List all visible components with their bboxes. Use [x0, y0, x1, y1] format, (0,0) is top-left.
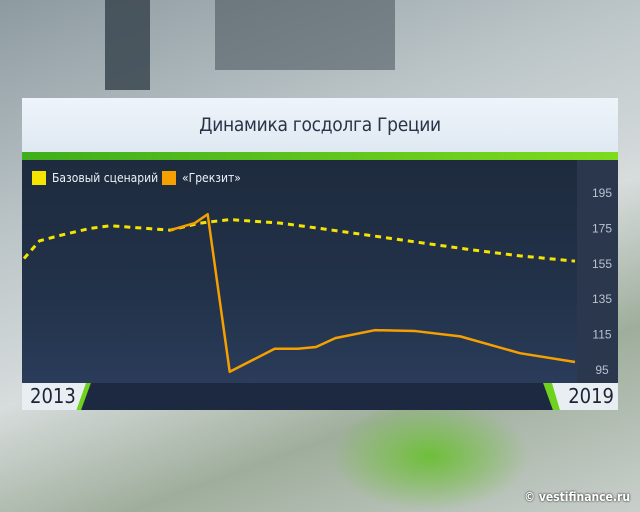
y-tick-label: 135: [592, 292, 612, 306]
line-chart: 195 175 155 135 115 95: [22, 160, 618, 383]
title-bar: Динамика госдолга Греции: [22, 98, 618, 152]
legend-label: «Грекзит»: [182, 171, 241, 185]
background-scene-glow: [330, 400, 530, 512]
x-label-end: 2019: [552, 383, 618, 410]
series-line-grexit: [169, 212, 576, 374]
y-tick-label: 95: [595, 363, 609, 377]
accent-bar: [22, 152, 618, 160]
y-axis-band: [577, 160, 618, 383]
watermark: © vestifinance.ru: [524, 490, 630, 504]
legend-swatch: [32, 171, 46, 185]
legend-item-baseline: Базовый сценарий: [32, 171, 158, 185]
x-axis-bar: 2013 2019: [22, 383, 618, 410]
x-label-start: 2013: [22, 383, 86, 410]
background-scene-beam: [215, 0, 395, 70]
y-tick-label: 195: [592, 186, 612, 200]
chart-panel: Динамика госдолга Греции 195 175 155 135 115…: [22, 98, 618, 410]
y-tick-label: 175: [592, 221, 612, 235]
legend-swatch: [162, 171, 176, 185]
legend-item-grexit: «Грекзит»: [162, 171, 241, 185]
chart-title: Динамика госдолга Греции: [199, 114, 441, 136]
series-line-baseline: [22, 218, 576, 263]
legend-label: Базовый сценарий: [52, 171, 159, 185]
y-tick-label: 115: [592, 328, 611, 342]
background-scene-beam: [105, 0, 150, 90]
plot-area: 195 175 155 135 115 95 Базовый сценарий «Грек…: [22, 160, 618, 383]
y-tick-label: 155: [592, 257, 612, 271]
